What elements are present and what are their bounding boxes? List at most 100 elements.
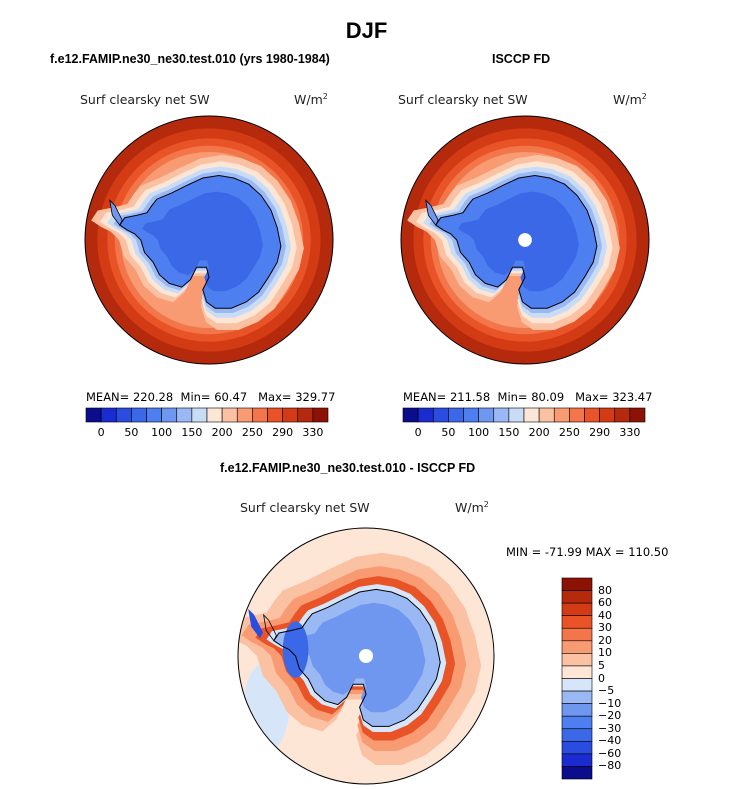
colorbar-panel1-tick-label: 150: [181, 426, 203, 439]
colorbar-panel1-swatch-10: [236, 407, 253, 423]
colorbar-panel3-tick-label: −40: [598, 734, 622, 748]
colorbar-panel3-tick-label: 30: [598, 621, 612, 635]
colorbar-panel1-tick-label: 330: [302, 426, 324, 439]
colorbar-panel2-swatch-12: [584, 407, 600, 423]
map-panel3: [237, 527, 495, 785]
panel2-stats: MEAN= 211.58 Min= 80.09 Max= 323.47: [403, 390, 653, 404]
colorbar-panel3-swatch-13: [561, 741, 593, 755]
panel2-units: W/m2: [613, 92, 647, 108]
panel3-units: W/m2: [455, 500, 489, 516]
colorbar-panel3-tick-label: −5: [598, 684, 615, 698]
map-panel2: [400, 115, 650, 365]
colorbar-panel1-swatch-2: [115, 407, 132, 423]
colorbar-panel3-tick-label: 60: [598, 596, 612, 610]
panel3-boundary: [237, 527, 495, 785]
colorbar-panel2-swatch-14: [614, 407, 631, 423]
panel1-variable: Surf clearsky net SW: [80, 92, 210, 107]
colorbar-panel1-swatch-8: [206, 407, 223, 423]
colorbar-panel3-tick-label: −20: [598, 709, 622, 723]
colorbar-panel2-tick-label: 0: [414, 426, 422, 439]
colorbar-panel1-swatch-14: [297, 407, 314, 423]
colorbar-panel3-swatch-2: [561, 602, 593, 616]
colorbar-panel2-swatch-1: [417, 407, 434, 423]
colorbar-panel2-swatch-7: [508, 407, 525, 423]
colorbar-panel1-swatch-6: [176, 407, 193, 423]
colorbar-panel3-swatch-5: [561, 640, 593, 654]
figure-title: DJF: [345, 18, 388, 43]
colorbar-panel1-swatch-15: [312, 407, 329, 423]
colorbar-panel3-swatch-6: [561, 653, 593, 667]
panel3-variable: Surf clearsky net SW: [240, 500, 370, 515]
colorbar-panel2-tick-label: 150: [498, 426, 520, 439]
colorbar-panel2-swatch-10: [553, 407, 570, 423]
colorbar-panel3-tick-label: 5: [598, 658, 605, 672]
colorbar-panel3-tick-label: −30: [598, 721, 622, 735]
panel3-continent-interior: [292, 602, 426, 713]
colorbar-panel1-swatch-5: [161, 407, 178, 423]
colorbar-panel3-tick-label: 40: [598, 608, 612, 622]
panel2-variable: Surf clearsky net SW: [398, 92, 528, 107]
colorbar-panel1-tick-label: 50: [124, 426, 139, 439]
colorbar-panel3-tick-label: 0: [598, 671, 605, 685]
panel2-peninsula-coast: [425, 199, 439, 226]
colorbar-panel2-swatch-11: [569, 407, 585, 423]
panel2-peninsula: [425, 200, 439, 226]
colorbar-panel1-swatch-0: [85, 407, 102, 423]
colorbar-panel1: [85, 407, 329, 423]
panel3-peninsula-coast: [262, 613, 277, 642]
colorbar-panel2-swatch-15: [629, 407, 646, 423]
panel2-title: ISCCP FD: [492, 52, 551, 66]
panel1-coastline: [119, 174, 282, 309]
colorbar-panel1-swatch-9: [221, 407, 238, 423]
colorbar-panel2-tick-label: 330: [619, 426, 641, 439]
colorbar-panel1-swatch-11: [252, 407, 268, 423]
colorbar-panel3-swatch-14: [561, 753, 593, 767]
colorbar-panel3-swatch-15: [561, 766, 593, 780]
colorbar-panel1-swatch-13: [282, 407, 299, 423]
panel2-pole-mask: [518, 233, 532, 247]
colorbar-panel3-tick-label: −60: [598, 746, 622, 760]
colorbar-panel1-swatch-4: [146, 407, 162, 423]
colorbar-panel3-tick-label: −10: [598, 696, 622, 710]
colorbar-panel2-swatch-2: [432, 407, 449, 423]
map-panel1: [84, 115, 334, 365]
panel1-peninsula: [109, 200, 123, 226]
colorbar-panel3-tick-label: 10: [598, 646, 612, 660]
colorbar-panel1-tick-label: 0: [97, 426, 105, 439]
panel3-pole-mask: [358, 648, 374, 664]
colorbar-panel3-tick-label: 20: [598, 633, 612, 647]
panel2-coastline: [435, 174, 598, 309]
panel1-continent-interior: [142, 191, 263, 292]
colorbar-panel2-swatch-3: [448, 407, 464, 423]
panel1-boundary: [84, 115, 334, 365]
colorbar-panel1-tick-label: 250: [241, 426, 263, 439]
panel3-coastline: [273, 588, 441, 727]
colorbar-panel3-tick-label: 80: [598, 583, 612, 597]
panel1-peninsula-coast: [109, 199, 123, 226]
colorbar-panel1-swatch-12: [267, 407, 283, 423]
colorbar-panel3-tick-label: −80: [598, 759, 622, 773]
colorbar-panel1-tick-label: 290: [272, 426, 294, 439]
colorbar-panel3-swatch-4: [561, 627, 593, 642]
colorbar-panel1-swatch-3: [131, 407, 147, 423]
colorbar-panel2-swatch-13: [599, 407, 616, 423]
colorbar-panel3-swatch-1: [561, 590, 593, 604]
colorbar-panel2-swatch-9: [538, 407, 555, 423]
colorbar-panel3-swatch-10: [561, 703, 593, 717]
colorbar-panel2-swatch-4: [463, 407, 479, 423]
colorbar-panel1-swatch-7: [191, 407, 208, 423]
colorbar-panel1-tick-label: 200: [211, 426, 233, 439]
colorbar-panel3: [561, 577, 593, 780]
colorbar-panel1-swatch-1: [100, 407, 117, 423]
panel3-peninsula: [248, 608, 263, 639]
panel1-title: f.e12.FAMIP.ne30_ne30.test.010 (yrs 1980…: [50, 52, 330, 66]
colorbar-panel2-tick-label: 200: [528, 426, 550, 439]
colorbar-panel3-swatch-12: [561, 728, 593, 742]
panel1-units: W/m2: [294, 92, 328, 108]
panel3-title: f.e12.FAMIP.ne30_ne30.test.010 - ISCCP F…: [220, 461, 476, 475]
panel3-stats: MIN = -71.99 MAX = 110.50: [506, 545, 669, 559]
colorbar-panel3-swatch-3: [561, 615, 593, 629]
colorbar-panel2-swatch-6: [493, 407, 510, 423]
colorbar-panel2-swatch-5: [478, 407, 495, 423]
